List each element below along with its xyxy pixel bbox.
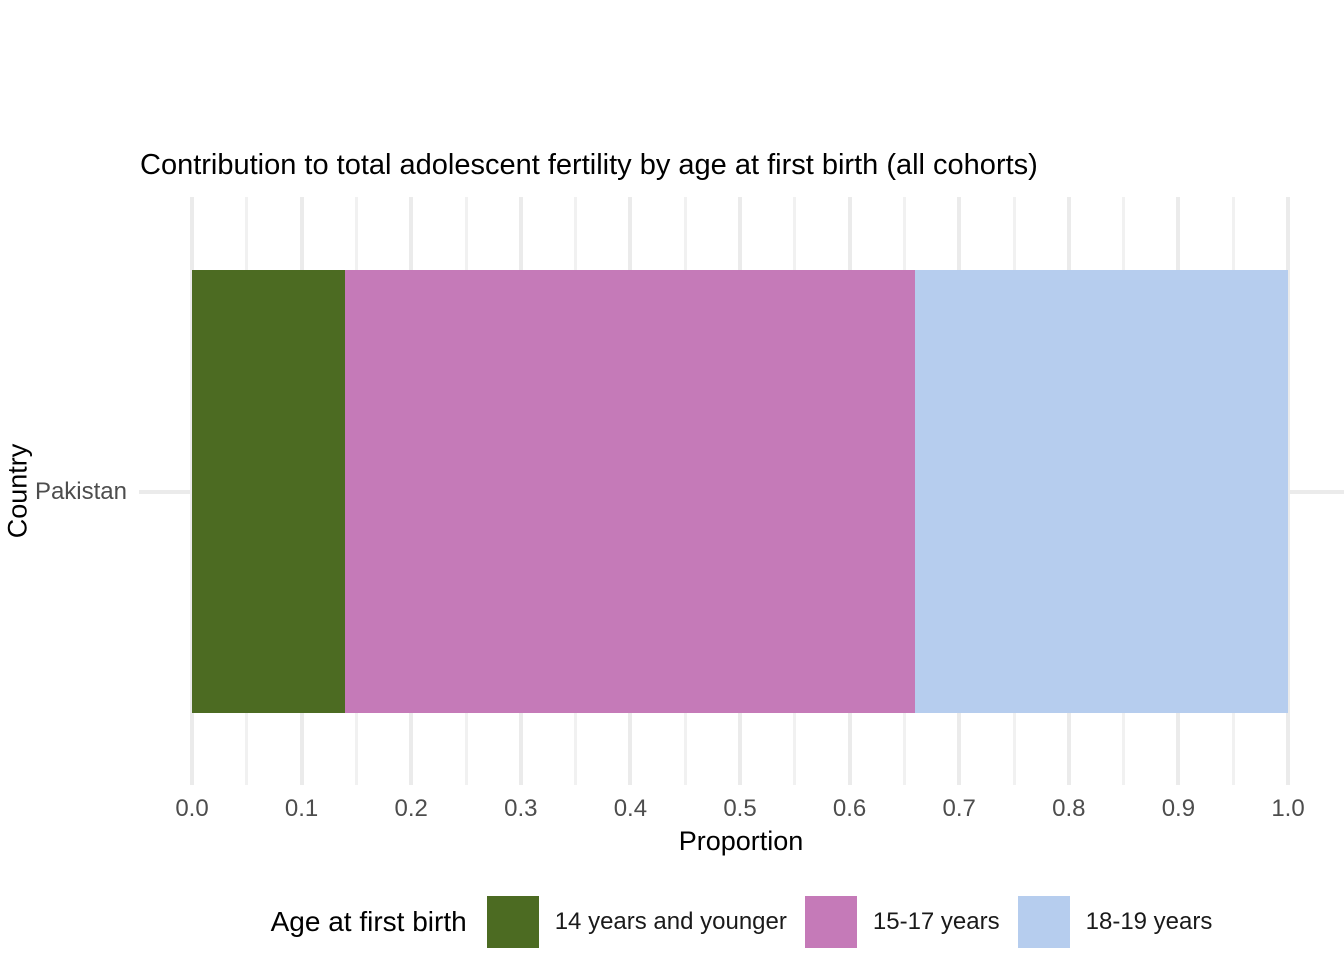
x-tick-label: 0.7: [942, 795, 976, 822]
legend-item-14-years-and-younger: 14 years and younger: [486, 896, 787, 948]
x-tick-label: 0.1: [284, 795, 319, 822]
legend-label: 18-19 years: [1085, 908, 1213, 935]
legend-swatch: [804, 896, 857, 948]
plot-panel: [139, 197, 1344, 785]
x-axis-title: Proportion: [678, 826, 804, 856]
x-tick-label: 0.6: [832, 795, 867, 822]
x-tick-label: 0.8: [1052, 795, 1086, 822]
x-tick-label: 0.2: [394, 795, 428, 822]
x-tick-label: 0.4: [613, 795, 648, 822]
x-tick-label: 0.0: [175, 795, 209, 822]
bar-segment-14-years-and-younger: [192, 270, 346, 713]
legend-label: 14 years and younger: [554, 908, 787, 935]
x-tick-label: 0.3: [504, 795, 538, 822]
stacked-bar-pakistan: [192, 270, 1288, 713]
legend: Age at first birth 14 years and younger 1…: [139, 896, 1344, 948]
y-tick-label-pakistan: Pakistan: [34, 478, 127, 505]
x-tick-label: 0.5: [723, 795, 757, 822]
bar-segment-15-17-years: [345, 270, 916, 713]
legend-swatch: [486, 896, 539, 948]
legend-item-18-19-years: 18-19 years: [1017, 896, 1213, 948]
x-tick-label: 1.0: [1271, 795, 1305, 822]
chart-title: Contribution to total adolescent fertili…: [140, 149, 1038, 181]
legend-swatch: [1017, 896, 1070, 948]
legend-title: Age at first birth: [270, 906, 467, 937]
legend-label: 15-17 years: [872, 908, 1000, 935]
bar-segment-18-19-years: [915, 270, 1288, 713]
x-tick-label: 0.9: [1161, 795, 1196, 822]
legend-item-15-17-years: 15-17 years: [804, 896, 1000, 948]
